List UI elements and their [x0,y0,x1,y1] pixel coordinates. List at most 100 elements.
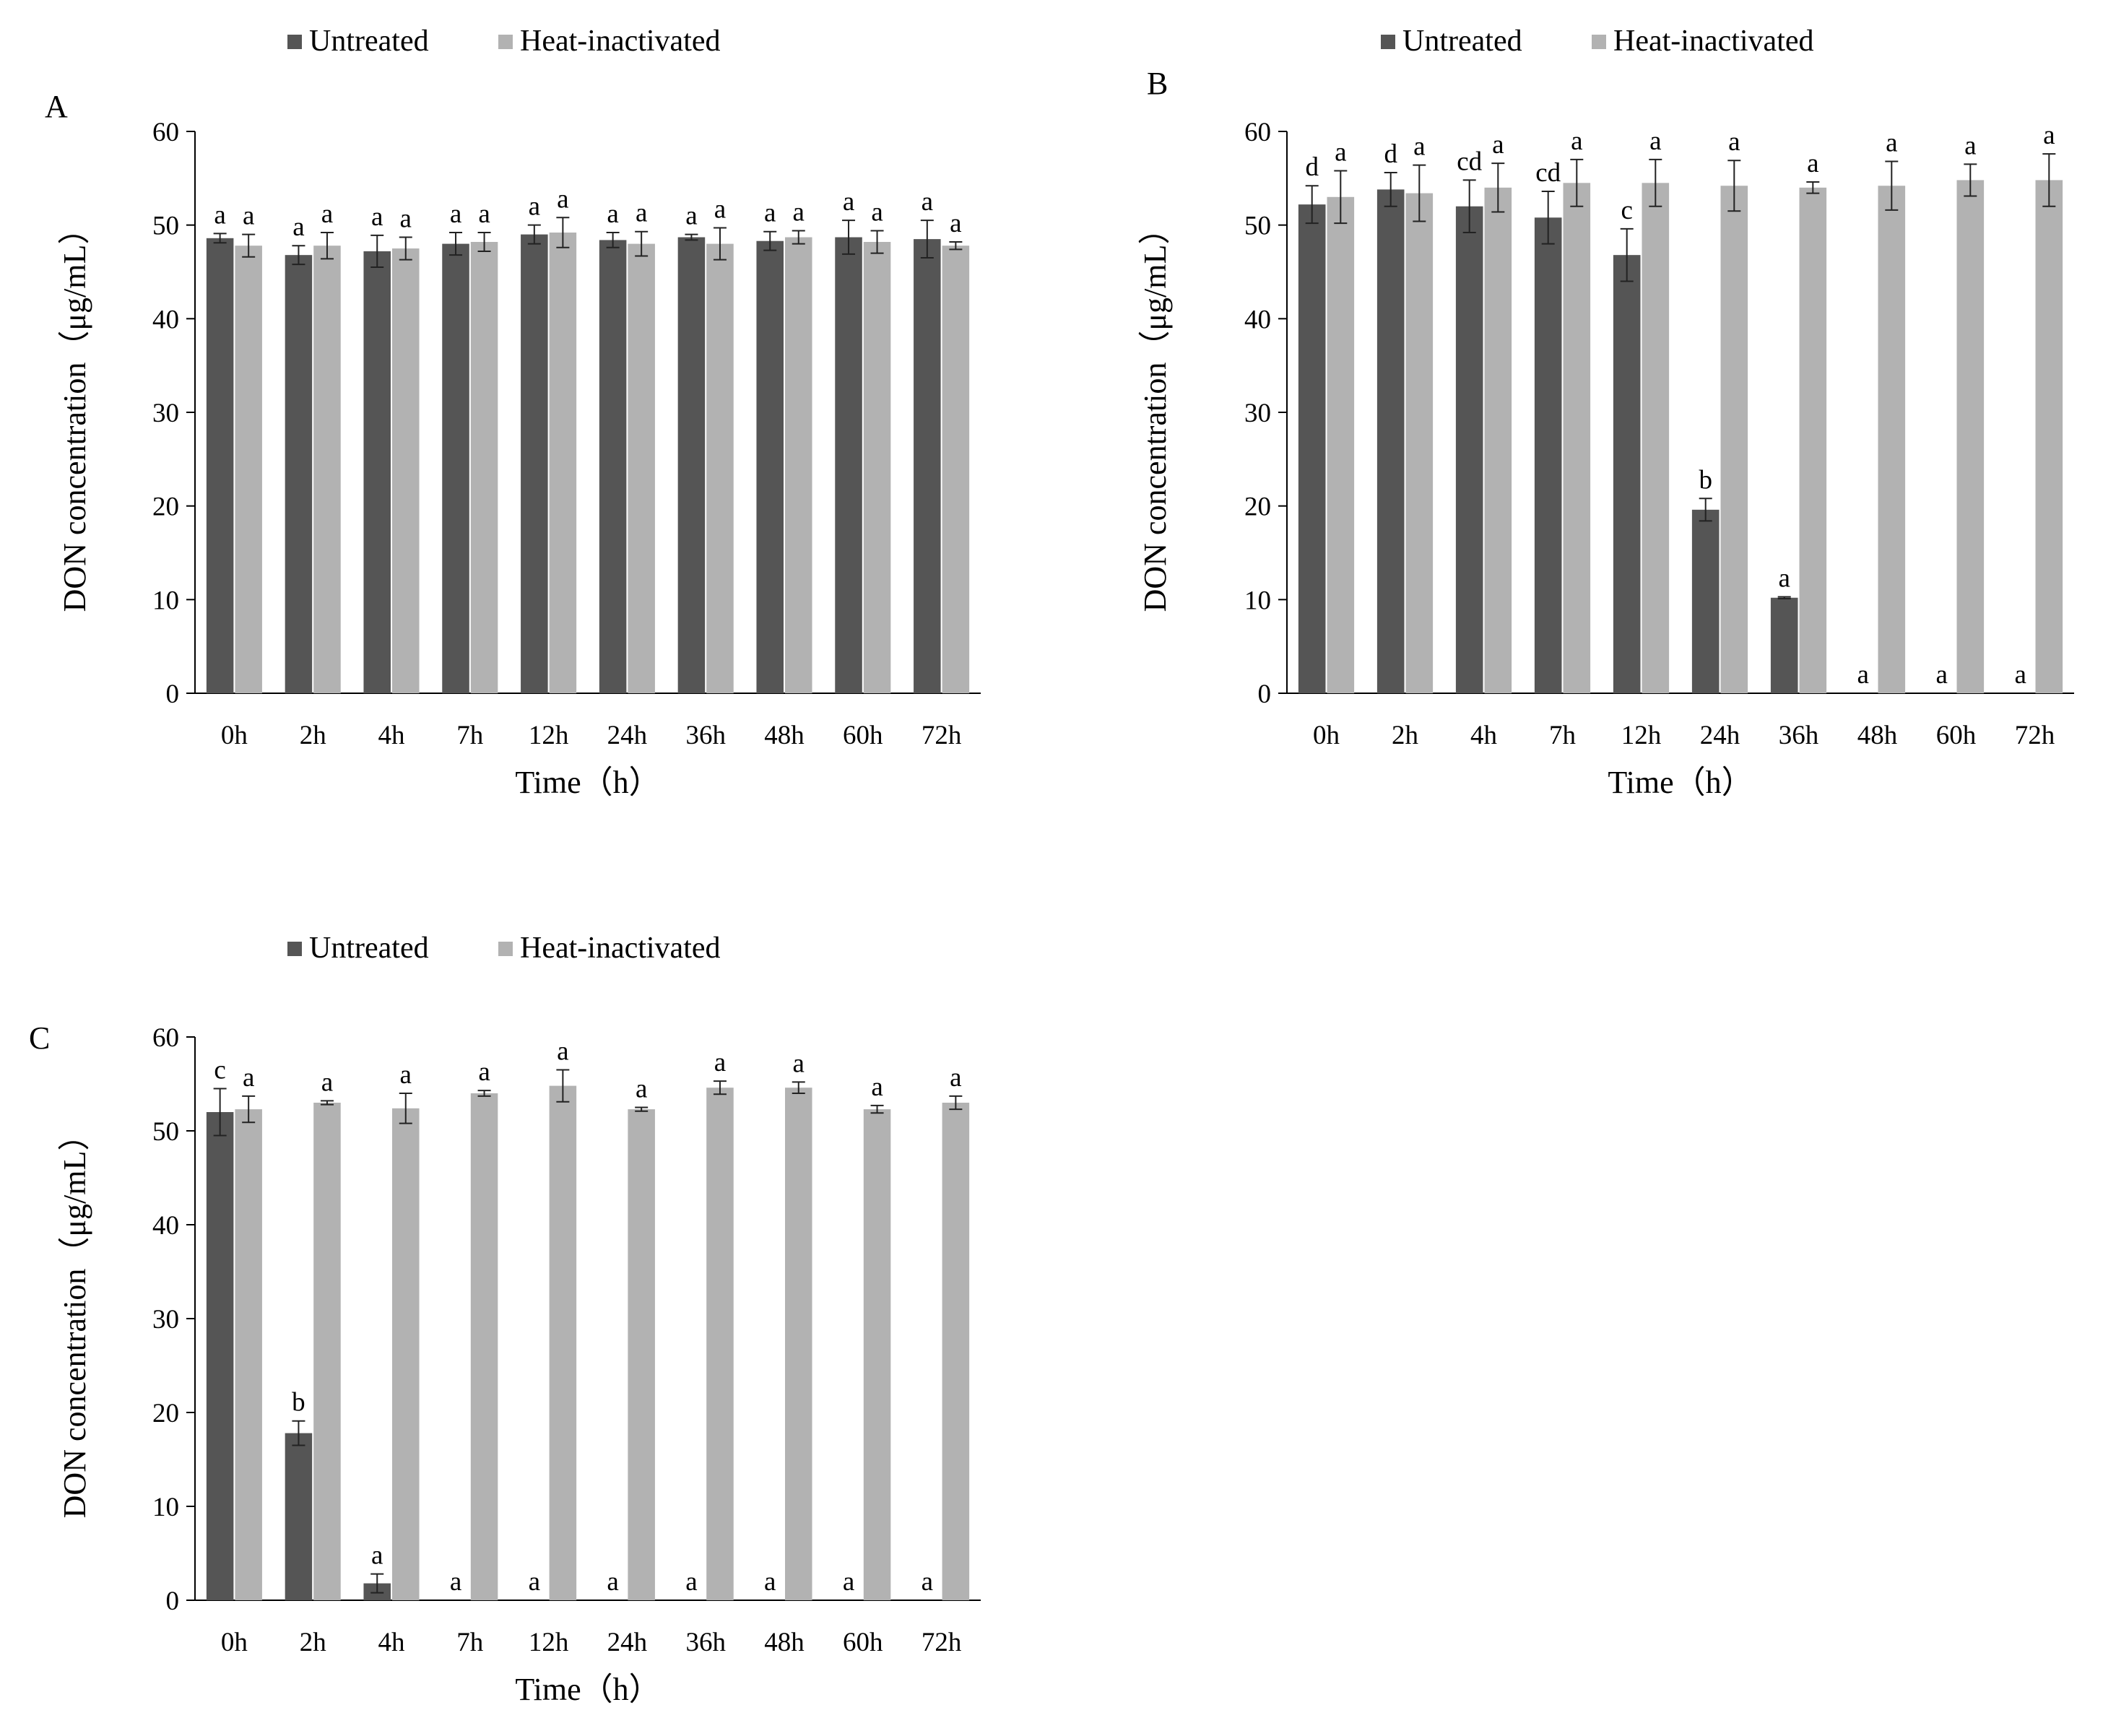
significance-label-heat-inactivated: a [871,197,883,227]
significance-label-heat-inactivated: a [1335,137,1346,167]
y-tick-label: 10 [152,586,179,615]
significance-label-heat-inactivated: a [243,201,254,231]
bar-untreated [285,1433,313,1600]
x-tick-label: 72h [922,1628,962,1657]
x-tick-label: 72h [2015,721,2055,750]
significance-label-untreated: a [1778,563,1790,593]
y-tick-label: 0 [166,1587,180,1616]
bar-untreated [1455,206,1483,693]
significance-label-heat-inactivated: a [1571,126,1582,156]
x-tick-label: 0h [221,721,248,750]
panel-letter: A [45,89,68,124]
significance-label-untreated: a [1857,660,1868,690]
x-tick-label: 60h [1936,721,1977,750]
chart-panel-c: Untreated Heat-inactivated C 0 10 20 30 40 50 60 D… [29,932,981,1707]
significance-label-untreated: b [292,1388,305,1418]
bar-untreated [1534,217,1562,693]
significance-label-heat-inactivated: a [1807,149,1818,178]
bar-heat-inactivated [706,243,734,694]
x-tick-label: 7h [456,721,484,750]
x-tick-label: 36h [685,721,726,750]
significance-label-untreated: a [529,1567,540,1597]
significance-label-untreated: a [922,1567,933,1597]
significance-label-untreated: a [529,192,540,222]
y-tick-label: 60 [1244,118,1271,147]
x-axis-label: Time（h） [1608,765,1753,800]
significance-label-heat-inactivated: a [793,197,805,227]
significance-label-untreated: a [292,212,304,242]
significance-label-untreated: a [1935,660,1947,690]
bar-heat-inactivated [785,1088,812,1600]
chart-panel-a: Untreated Heat-inactivated A 0 10 20 30 40 50 60 D… [45,25,981,800]
significance-label-heat-inactivated: a [478,1057,490,1087]
x-tick-label: 12h [1621,721,1662,750]
bar-heat-inactivated [1405,193,1434,694]
bar-heat-inactivated [628,1109,655,1600]
significance-label-untreated: a [843,187,854,217]
y-tick-label: 60 [152,118,179,147]
bar-heat-inactivated [549,233,577,693]
significance-label-heat-inactivated: a [1413,132,1425,162]
bar-untreated [206,1112,234,1600]
legend: Untreated Heat-inactivated [287,932,721,965]
bar-untreated [363,251,391,693]
significance-label-heat-inactivated: a [2043,121,2055,150]
bar-heat-inactivated [863,242,891,693]
bar-heat-inactivated [549,1085,577,1600]
bar-untreated [1298,204,1326,693]
x-tick-label: 24h [1700,721,1740,750]
significance-label-heat-inactivated: a [400,1060,412,1090]
legend-swatch-untreated [1381,35,1395,49]
significance-label-untreated: d [1305,152,1319,182]
significance-label-heat-inactivated: a [1886,128,1897,157]
bar-heat-inactivated [628,243,655,694]
x-tick-label: 60h [843,721,883,750]
significance-label-heat-inactivated: a [950,1063,961,1093]
x-tick-label: 48h [764,1628,805,1657]
bar-untreated [521,234,548,694]
bar-heat-inactivated [392,1108,420,1600]
bar-heat-inactivated [313,1103,341,1600]
significance-label-untreated: b [1699,465,1712,495]
bar-untreated [1691,509,1720,693]
legend-swatch-untreated [287,942,302,956]
significance-label-untreated: a [607,199,618,229]
x-tick-label: 60h [843,1628,883,1657]
significance-label-untreated: a [685,1567,697,1597]
x-tick-label: 48h [1857,721,1898,750]
chart-panel-b: Untreated Heat-inactivated B 0 10 20 30 40 50 60 D… [1137,25,2074,800]
significance-label-heat-inactivated: a [557,184,568,214]
x-tick-label: 2h [300,721,327,750]
bar-untreated [206,238,234,693]
x-tick-label: 4h [378,1628,406,1657]
bar-heat-inactivated [1956,180,1985,694]
legend-label-heat-inactivated: Heat-inactivated [520,25,721,58]
x-tick-label: 24h [607,1628,648,1657]
bar-untreated [914,239,941,693]
significance-label-untreated: cd [1457,147,1482,176]
x-tick-label: 4h [1470,721,1498,750]
y-tick-label: 50 [1244,212,1271,241]
y-axis-label: DON concentration（μg/mL） [57,1119,92,1519]
y-tick-label: 30 [152,1305,179,1334]
y-axis-label: DON concentration（μg/mL） [57,213,92,612]
y-tick-label: 20 [1244,492,1271,522]
bar-heat-inactivated [1642,183,1670,694]
x-tick-label: 36h [1779,721,1819,750]
bar-untreated [756,240,784,694]
significance-label-heat-inactivated: a [557,1037,568,1067]
bar-heat-inactivated [1878,186,1906,693]
bar-heat-inactivated [470,1093,498,1600]
x-tick-label: 0h [1313,721,1340,750]
y-tick-label: 50 [152,1117,179,1147]
bar-untreated [677,237,706,694]
y-tick-label: 40 [152,1211,179,1241]
y-tick-label: 20 [152,1399,179,1428]
significance-label-untreated: cd [1535,158,1561,188]
x-tick-label: 0h [221,1628,248,1657]
bar-heat-inactivated [942,246,970,693]
x-tick-label: 72h [922,721,962,750]
bar-untreated [442,243,469,694]
y-tick-label: 40 [152,305,179,334]
